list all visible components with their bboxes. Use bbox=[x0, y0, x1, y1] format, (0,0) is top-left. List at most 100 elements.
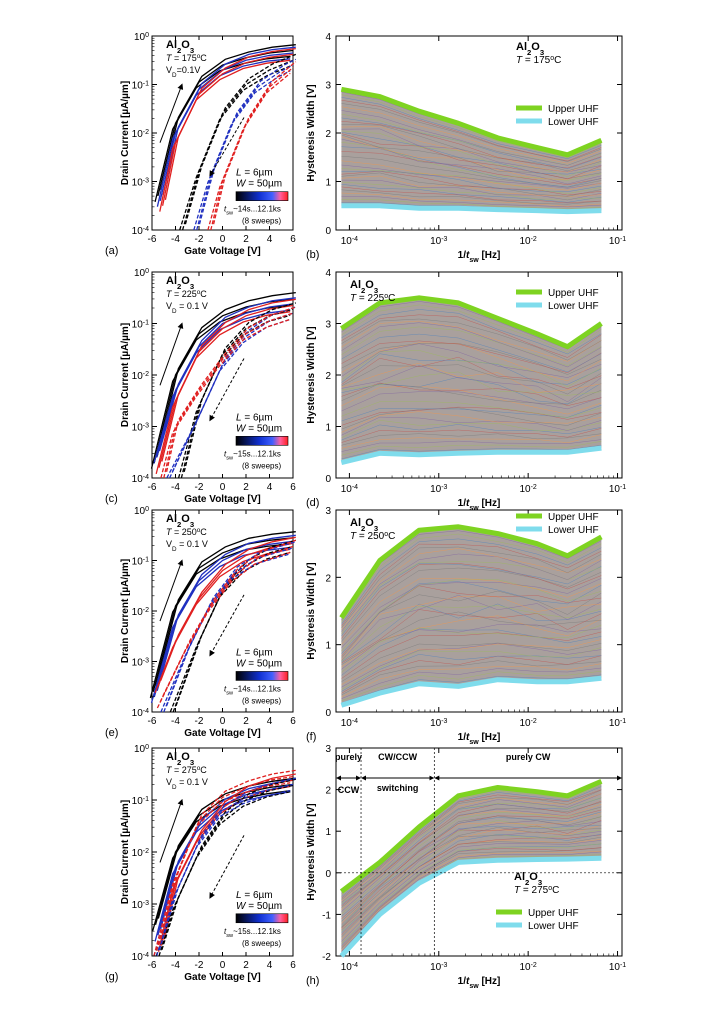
y-tick-label: 10-1 bbox=[132, 80, 149, 92]
hysteresis-trace bbox=[341, 851, 602, 951]
transfer-curve bbox=[159, 59, 291, 212]
transfer-curve bbox=[165, 306, 297, 472]
hysteresis-trace bbox=[341, 151, 602, 186]
x-tick-label: 0 bbox=[220, 482, 226, 493]
panel-label: (c) bbox=[105, 493, 118, 505]
hysteresis-trace bbox=[341, 533, 602, 623]
x-axis-label-part: sw bbox=[469, 983, 479, 990]
hysteresis-trace bbox=[341, 797, 602, 904]
temperature-label-part: C bbox=[388, 531, 395, 542]
material-label-part: O bbox=[181, 751, 190, 763]
hysteresis-trace bbox=[341, 643, 602, 688]
colorbar-label: tsw~14s...12.1ks bbox=[224, 684, 281, 696]
material-label-part: 2 bbox=[177, 46, 181, 55]
y-tick-label: 1 bbox=[325, 178, 331, 189]
hysteresis-trace bbox=[341, 827, 602, 929]
material-label-part: Al bbox=[166, 513, 177, 525]
x-tick-label-part: -2 bbox=[531, 236, 537, 243]
drain-voltage-label: VD = 0.1 V bbox=[166, 777, 208, 791]
transfer-curve bbox=[160, 553, 291, 713]
temperature-label-part: C bbox=[554, 55, 561, 66]
hysteresis-trace bbox=[341, 563, 602, 639]
curves bbox=[154, 44, 297, 231]
temperature-label-part: o bbox=[548, 885, 552, 892]
region-label: CCW bbox=[338, 785, 360, 795]
x-tick-label: -6 bbox=[148, 960, 157, 971]
material-label-part: Al bbox=[166, 275, 177, 287]
material-label-part: Al bbox=[350, 279, 361, 291]
hysteresis-trace bbox=[341, 553, 602, 632]
x-tick-label: 10-3 bbox=[430, 236, 447, 248]
hysteresis-trace bbox=[341, 416, 602, 436]
hysteresis-trace bbox=[341, 186, 602, 204]
hysteresis-trace bbox=[341, 563, 602, 637]
x-tick-label-part: 10 bbox=[341, 718, 353, 729]
transfer-curve bbox=[158, 777, 296, 950]
curves bbox=[152, 769, 296, 957]
transfer-curve bbox=[183, 302, 296, 472]
temperature-label: T = 175oC bbox=[166, 53, 207, 64]
transfer-curve bbox=[161, 53, 294, 206]
panel-label: (d) bbox=[306, 497, 319, 509]
x-axis-label-part: [Hz] bbox=[479, 976, 501, 987]
transfer-curve bbox=[152, 537, 294, 692]
y-tick-label: 10-4 bbox=[132, 226, 149, 238]
hysteresis-trace bbox=[341, 304, 602, 353]
hysteresis-trace bbox=[341, 667, 602, 699]
x-axis-label-part: [Hz] bbox=[479, 498, 501, 509]
drain-voltage-label-part: D bbox=[172, 784, 177, 791]
material-label-part: 3 bbox=[190, 46, 194, 55]
hysteresis-trace bbox=[341, 615, 602, 668]
hysteresis-trace bbox=[341, 789, 602, 899]
transfer-curve bbox=[169, 551, 291, 713]
temperature-label-part: T bbox=[166, 53, 173, 63]
y-tick-label-part: 10 bbox=[132, 81, 144, 92]
hysteresis-trace bbox=[341, 603, 602, 663]
up-sweep-arrow bbox=[159, 83, 184, 143]
y-tick-label-part: 10 bbox=[134, 32, 146, 43]
y-tick-label: 10-4 bbox=[132, 708, 149, 720]
hysteresis-trace bbox=[341, 577, 602, 645]
transfer-curve bbox=[154, 783, 294, 925]
channel-width-label-part: = 50µm bbox=[245, 179, 282, 190]
y-tick-label-part: 10 bbox=[132, 900, 144, 911]
temperature-label-part: C bbox=[200, 527, 207, 537]
transfer-curve bbox=[160, 44, 296, 191]
drain-voltage-label: VD = 0.1 V bbox=[166, 539, 208, 553]
hysteresis-trace bbox=[341, 843, 602, 944]
transfer-curve bbox=[154, 55, 291, 203]
y-axis-label: Hysteresis Width [V] bbox=[306, 803, 317, 900]
x-tick-label: -2 bbox=[195, 960, 204, 971]
down-sweep-arrow bbox=[209, 835, 245, 899]
y-tick-label: 10-2 bbox=[132, 371, 149, 383]
x-tick-label-part: -1 bbox=[620, 718, 626, 725]
drain-voltage-label-part: D bbox=[172, 308, 177, 315]
hysteresis-trace bbox=[341, 362, 602, 393]
hysteresis-trace bbox=[341, 543, 602, 627]
hysteresis-trace bbox=[341, 333, 602, 373]
x-tick-label: 10-4 bbox=[341, 718, 358, 730]
x-tick-label: 10-4 bbox=[341, 962, 358, 974]
region-label: switching bbox=[377, 783, 419, 793]
colorbar-label: tsw~15s...12.1ks bbox=[224, 449, 281, 461]
up-sweep-arrow bbox=[159, 559, 184, 622]
x-tick-label: 0 bbox=[220, 234, 226, 245]
y-tick-label: 2 bbox=[325, 129, 331, 140]
transfer-curve bbox=[155, 531, 296, 686]
down-sweep-arrow bbox=[209, 358, 245, 422]
transfer-curve bbox=[180, 308, 294, 479]
transfer-curve bbox=[157, 49, 294, 197]
hysteresis-trace bbox=[341, 831, 602, 931]
y-tick-label-part: 0 bbox=[145, 32, 149, 39]
x-tick-label-part: 10 bbox=[519, 962, 531, 973]
channel-width-label-part: W bbox=[236, 901, 247, 912]
hysteresis-trace bbox=[341, 654, 602, 692]
plot-frame bbox=[335, 509, 623, 713]
material-label-part: 2 bbox=[177, 282, 181, 291]
x-tick-label: 10-2 bbox=[519, 484, 536, 496]
hysteresis-trace bbox=[341, 385, 602, 415]
x-tick-label: 4 bbox=[267, 960, 273, 971]
y-tick-label-part: 10 bbox=[132, 178, 144, 189]
